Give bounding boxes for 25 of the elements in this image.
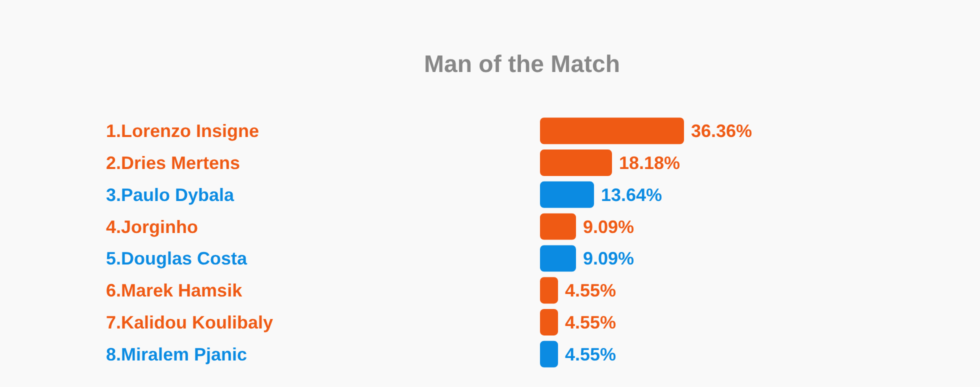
- y-tick-label: 2.Dries Mertens: [106, 153, 240, 174]
- data-label: 9.09%: [583, 216, 634, 237]
- bar: [540, 118, 684, 144]
- data-label: 18.18%: [619, 153, 680, 174]
- y-tick-label: 7.Kalidou Koulibaly: [106, 312, 274, 333]
- data-label: 9.09%: [583, 248, 634, 269]
- bar: [540, 213, 576, 240]
- chart-title: Man of the Match: [424, 51, 620, 78]
- data-label: 13.64%: [601, 184, 662, 205]
- bar: [540, 150, 612, 176]
- data-label: 4.55%: [565, 344, 616, 364]
- data-label: 4.55%: [565, 280, 616, 301]
- bar: [540, 340, 558, 368]
- bar: [540, 245, 576, 272]
- bar: [540, 277, 558, 304]
- y-tick-label: 1.Lorenzo Insigne: [106, 121, 260, 142]
- y-tick-label: 8.Miralem Pjanic: [106, 344, 248, 364]
- data-label: 4.55%: [565, 312, 616, 333]
- y-tick-label: 3.Paulo Dybala: [106, 184, 236, 205]
- bar: [540, 308, 558, 336]
- bar: [540, 181, 594, 208]
- y-tick-label: 4.Jorginho: [106, 216, 198, 237]
- y-tick-label: 5.Douglas Costa: [106, 248, 248, 269]
- data-label: 36.36%: [691, 121, 752, 142]
- y-tick-label: 6.Marek Hamsik: [106, 280, 244, 301]
